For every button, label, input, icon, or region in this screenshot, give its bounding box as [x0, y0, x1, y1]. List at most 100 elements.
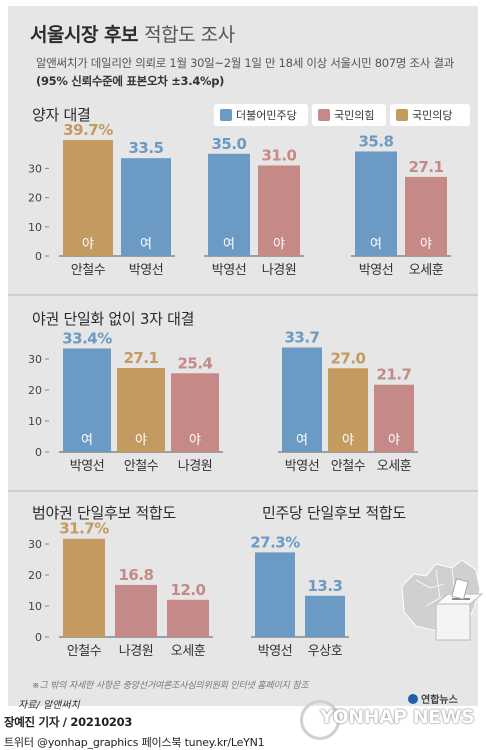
category-label: 박영선	[285, 459, 319, 474]
source: 자료/ 알앤써치	[18, 700, 80, 711]
category-label: 박영선	[70, 459, 104, 474]
seoul-map-ballot-box-illustration	[401, 559, 484, 641]
bar-value-label: 12.0	[170, 581, 205, 599]
bar-value-label: 35.8	[358, 132, 393, 150]
bar	[328, 368, 368, 452]
y-tick-label: 30	[28, 538, 42, 551]
bar	[117, 367, 165, 452]
category-label: 박영선	[129, 263, 163, 278]
bar-value-label: 31.0	[261, 146, 296, 164]
title-sub: 적합도 조사	[144, 24, 235, 46]
bar-value-label: 33.5	[128, 139, 163, 157]
section-divider	[8, 294, 478, 296]
byline: 장예진 기자 / 20210203	[4, 715, 133, 729]
bar	[63, 538, 105, 637]
legend-item-peoples: 국민의당	[390, 104, 470, 126]
y-tick-label: 20	[28, 384, 42, 397]
category-label: 박영선	[212, 263, 246, 278]
section-divider	[8, 490, 478, 492]
section-title-three-way: 야권 단일화 없이 3자 대결	[32, 310, 195, 328]
y-tick-label: 30	[28, 353, 42, 366]
bar-party-tag: 여	[370, 237, 382, 252]
category-label: 우상호	[308, 644, 343, 659]
bar	[282, 347, 322, 452]
y-tick-label: 0	[35, 631, 42, 644]
margin-of-error: (95% 신뢰수준에 표본오차 ±3.4%p)	[36, 74, 225, 88]
watermark-icon	[300, 700, 340, 740]
bar-party-tag: 야	[420, 237, 432, 252]
legend-item-ppp: 국민의힘	[312, 104, 386, 126]
category-label: 오세훈	[409, 263, 444, 278]
bar-value-label: 33.7	[284, 329, 319, 347]
bar	[115, 584, 157, 637]
bar	[208, 153, 250, 256]
y-tick-label: 0	[35, 446, 42, 459]
page-title: 서울시장 후보 적합도 조사	[30, 20, 235, 47]
category-label: 나경원	[119, 644, 153, 659]
title-main: 서울시장 후보	[30, 24, 139, 46]
y-tick-label: 20	[28, 192, 42, 205]
bar	[121, 158, 171, 256]
bar	[63, 348, 111, 452]
y-tick-label: 0	[35, 250, 42, 263]
bar-value-label: 27.3%	[250, 533, 300, 551]
bar-party-tag: 야	[388, 433, 400, 448]
bar-value-label: 25.4	[177, 354, 212, 372]
bar-value-label: 35.0	[211, 135, 246, 153]
bar-party-tag: 야	[273, 237, 285, 252]
bar	[374, 384, 414, 452]
bar-party-tag: 여	[296, 433, 308, 448]
bar	[63, 140, 113, 256]
category-label: 나경원	[262, 263, 296, 278]
bar-party-tag: 여	[81, 433, 93, 448]
bar-party-tag: 여	[140, 237, 152, 252]
bar-value-label: 33.4%	[62, 329, 112, 347]
bar	[171, 373, 219, 452]
category-label: 오세훈	[377, 459, 412, 474]
y-tick-label: 30	[28, 162, 42, 175]
section-title-opposition-single: 범야권 단일후보 적합도	[32, 504, 176, 522]
bar	[305, 595, 345, 637]
bar-party-tag: 여	[223, 237, 235, 252]
bar-value-label: 39.7%	[63, 121, 113, 139]
category-label: 안철수	[67, 644, 102, 659]
bar-value-label: 13.3	[307, 577, 342, 595]
legend-label-peoples: 국민의당	[412, 109, 453, 122]
category-label: 오세훈	[171, 644, 206, 659]
bar-party-tag: 야	[82, 237, 94, 252]
yonhap-logo-icon	[408, 693, 418, 704]
bar-value-label: 21.7	[376, 366, 411, 384]
bar-value-label: 27.1	[123, 349, 158, 367]
bar	[258, 165, 300, 256]
category-label: 나경원	[178, 459, 212, 474]
category-label: 박영선	[258, 644, 292, 659]
footnote: ※그 밖의 자세한 사항은 중앙선거여론조사심의위원회 인터넷 홈페이지 참조	[32, 681, 309, 691]
y-tick-label: 10	[28, 600, 42, 613]
y-tick-label: 10	[28, 221, 42, 234]
legend-swatch-ppp	[318, 109, 330, 121]
bar-value-label: 27.0	[330, 349, 365, 367]
yonhap-logo: 연합뉴스	[408, 691, 458, 706]
legend-swatch-peoples	[396, 109, 408, 121]
bar-value-label: 31.7%	[59, 520, 109, 538]
yonhap-logo-text: 연합뉴스	[421, 695, 458, 706]
legend-swatch-democratic	[220, 109, 232, 121]
bar	[355, 151, 397, 256]
bar-party-tag: 야	[189, 433, 201, 448]
section-title-democratic-single: 민주당 단일후보 적합도	[262, 504, 406, 522]
legend-label-democratic: 더불어민주당	[236, 109, 297, 122]
category-label: 안철수	[331, 459, 366, 474]
bar	[255, 552, 295, 637]
bar-value-label: 27.1	[408, 158, 443, 176]
bar-party-tag: 야	[135, 433, 147, 448]
survey-description: 알앤써치가 데일리안 의뢰로 1월 30일~2월 1일 만 18세 이상 서울시…	[36, 56, 454, 70]
social-links: 트위터 @yonhap_graphics 페이스북 tuney.kr/LeYN1	[4, 736, 265, 749]
y-tick-label: 20	[28, 569, 42, 582]
bar-party-tag: 야	[342, 433, 354, 448]
bar	[167, 599, 209, 637]
watermark: YONHAP NEWS	[320, 706, 475, 728]
category-label: 안철수	[124, 459, 159, 474]
legend-item-democratic: 더불어민주당	[214, 104, 308, 126]
bar-value-label: 16.8	[118, 566, 153, 584]
